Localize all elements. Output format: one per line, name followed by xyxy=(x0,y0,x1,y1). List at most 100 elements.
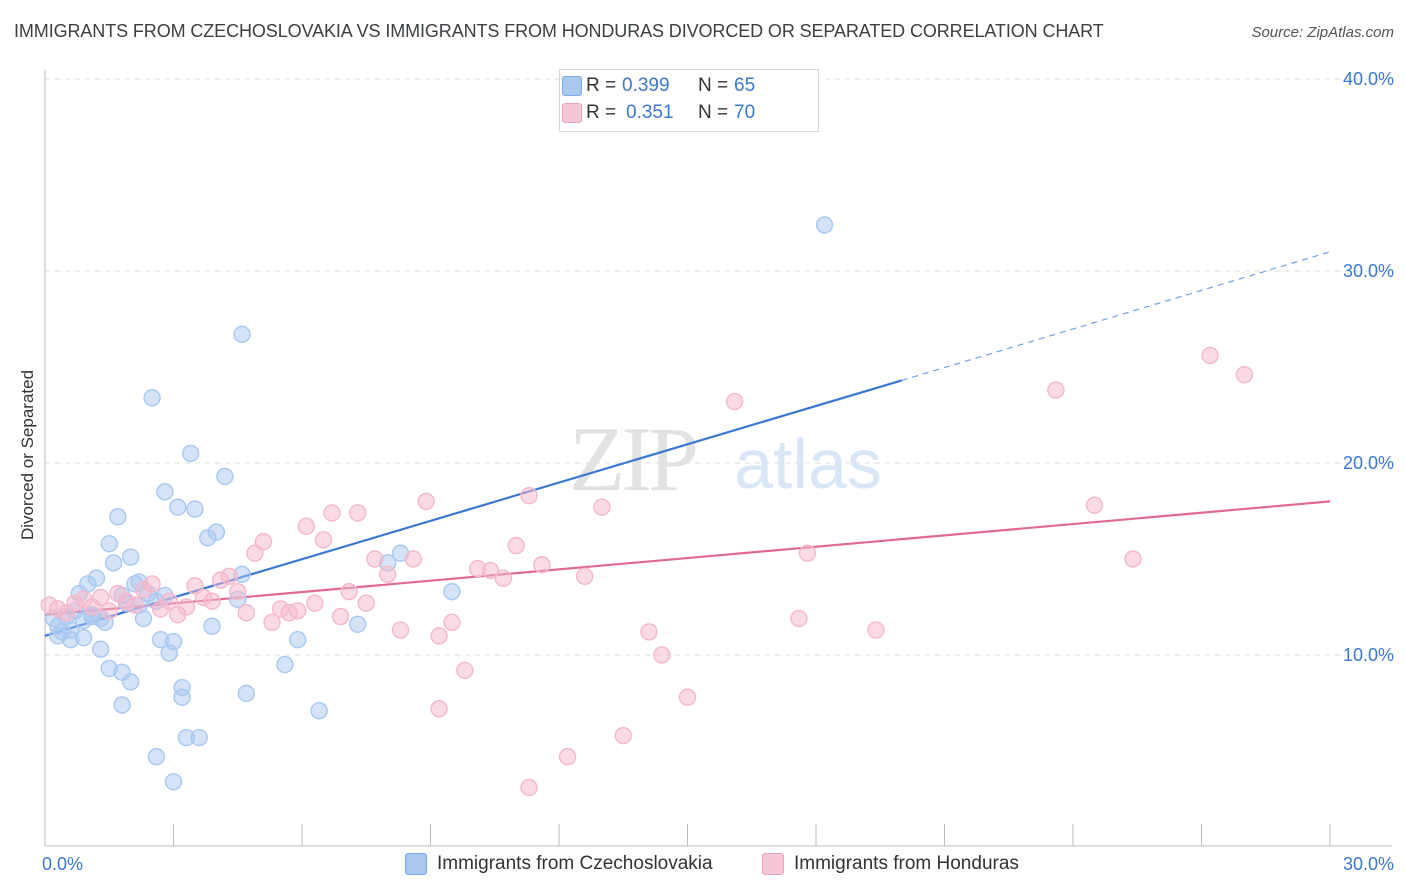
point-czechoslovakia xyxy=(186,500,204,518)
legend-r-label: R = xyxy=(586,75,617,96)
point-czechoslovakia xyxy=(61,621,80,639)
point-czechoslovakia xyxy=(233,325,251,344)
point-honduras xyxy=(263,613,281,632)
point-honduras xyxy=(417,492,435,511)
point-honduras xyxy=(160,592,178,610)
legend-row-honduras: R = 0.351 N = 70 xyxy=(562,101,756,125)
point-honduras xyxy=(100,602,118,620)
legend-r-value: 0.351 xyxy=(626,102,674,123)
point-honduras xyxy=(520,486,538,505)
point-czechoslovakia xyxy=(164,773,183,791)
point-czechoslovakia xyxy=(207,523,226,541)
point-honduras xyxy=(456,661,474,680)
point-czechoslovakia xyxy=(147,748,166,766)
point-czechoslovakia xyxy=(156,483,174,501)
point-honduras xyxy=(614,726,632,745)
point-czechoslovakia xyxy=(109,508,127,526)
point-honduras xyxy=(366,550,384,568)
point-honduras xyxy=(1235,365,1254,384)
point-czechoslovakia xyxy=(87,569,106,587)
point-czechoslovakia xyxy=(190,728,208,747)
y-tick-label: 40.0% xyxy=(1343,69,1394,89)
point-honduras xyxy=(640,623,658,641)
tick-labels: 10.0% 20.0% 30.0% 40.0% 0.0% 30.0% xyxy=(42,69,1394,874)
legend-swatch-czechoslovakia xyxy=(562,76,582,96)
point-honduras xyxy=(314,531,333,549)
chart-title: IMMIGRANTS FROM CZECHOSLOVAKIA VS IMMIGR… xyxy=(14,21,1104,41)
y-tick-label: 10.0% xyxy=(1343,645,1394,665)
point-czechoslovakia xyxy=(91,640,110,658)
point-honduras xyxy=(357,594,375,612)
point-czechoslovakia xyxy=(104,554,123,572)
y-tick-label: 20.0% xyxy=(1343,453,1394,473)
point-czechoslovakia xyxy=(815,216,834,234)
point-honduras xyxy=(246,544,264,562)
watermark: ZIP atlas xyxy=(569,408,882,510)
point-honduras xyxy=(91,588,110,607)
point-honduras xyxy=(507,536,525,555)
point-honduras xyxy=(220,567,238,585)
trend-line-czechoslovakia xyxy=(44,379,902,637)
point-czechoslovakia xyxy=(143,389,161,407)
point-honduras xyxy=(143,575,161,593)
legend-r-value: 0.399 xyxy=(622,75,670,96)
point-honduras xyxy=(520,778,538,797)
point-honduras xyxy=(443,613,461,632)
point-czechoslovakia xyxy=(310,701,328,720)
point-honduras xyxy=(576,567,594,585)
bottom-legend-honduras: Immigrants from Honduras xyxy=(762,852,1019,876)
watermark-zip: ZIP xyxy=(569,408,696,510)
point-honduras xyxy=(404,550,423,568)
point-honduras xyxy=(203,592,221,610)
point-honduras xyxy=(1124,550,1142,568)
legend-n-label: N = xyxy=(698,102,729,123)
point-czechoslovakia xyxy=(113,663,131,681)
grid-lines xyxy=(45,78,1392,656)
point-czechoslovakia xyxy=(181,444,200,463)
legend-n-value: 70 xyxy=(734,102,756,123)
point-honduras xyxy=(323,504,341,522)
point-honduras xyxy=(494,569,513,587)
legend-n-label: N = xyxy=(698,75,729,96)
x-tick-label: 30.0% xyxy=(1343,854,1394,874)
point-honduras xyxy=(533,556,551,574)
point-honduras xyxy=(348,504,367,522)
point-czechoslovakia xyxy=(173,688,191,706)
point-honduras xyxy=(391,621,410,639)
source-credit: Source: ZipAtlas.com xyxy=(1251,24,1394,41)
x-tick-label: 0.0% xyxy=(42,854,83,874)
point-honduras xyxy=(237,604,256,622)
bottom-legend-czechoslovakia: Immigrants from Czechoslovakia xyxy=(405,852,713,876)
data-points xyxy=(40,216,1254,797)
trend-lines xyxy=(44,251,1331,637)
point-honduras xyxy=(798,544,817,562)
trend-line-extension xyxy=(901,251,1331,382)
point-honduras xyxy=(1201,346,1219,365)
point-czechoslovakia xyxy=(203,617,221,635)
point-honduras xyxy=(177,598,196,616)
legend-swatch-honduras xyxy=(562,103,582,123)
point-honduras xyxy=(229,582,247,601)
trend-line-honduras xyxy=(44,500,1331,616)
point-honduras xyxy=(790,609,808,628)
point-honduras xyxy=(430,627,448,645)
point-czechoslovakia xyxy=(164,632,183,651)
y-tick-label: 30.0% xyxy=(1343,261,1394,281)
point-honduras xyxy=(558,748,577,766)
point-honduras xyxy=(1047,381,1065,399)
legend-r-label: R = xyxy=(586,102,617,123)
point-czechoslovakia xyxy=(74,629,93,647)
point-czechoslovakia xyxy=(113,696,131,714)
point-honduras xyxy=(126,596,144,614)
point-honduras xyxy=(289,602,307,620)
legend-n-value: 65 xyxy=(734,75,756,96)
bottom-legend-swatch xyxy=(405,853,427,875)
point-honduras xyxy=(1085,496,1104,514)
point-honduras xyxy=(653,646,671,664)
point-czechoslovakia xyxy=(443,582,461,601)
point-honduras xyxy=(678,688,697,706)
point-honduras xyxy=(297,517,315,536)
point-czechoslovakia xyxy=(348,615,367,633)
point-czechoslovakia xyxy=(100,534,118,553)
